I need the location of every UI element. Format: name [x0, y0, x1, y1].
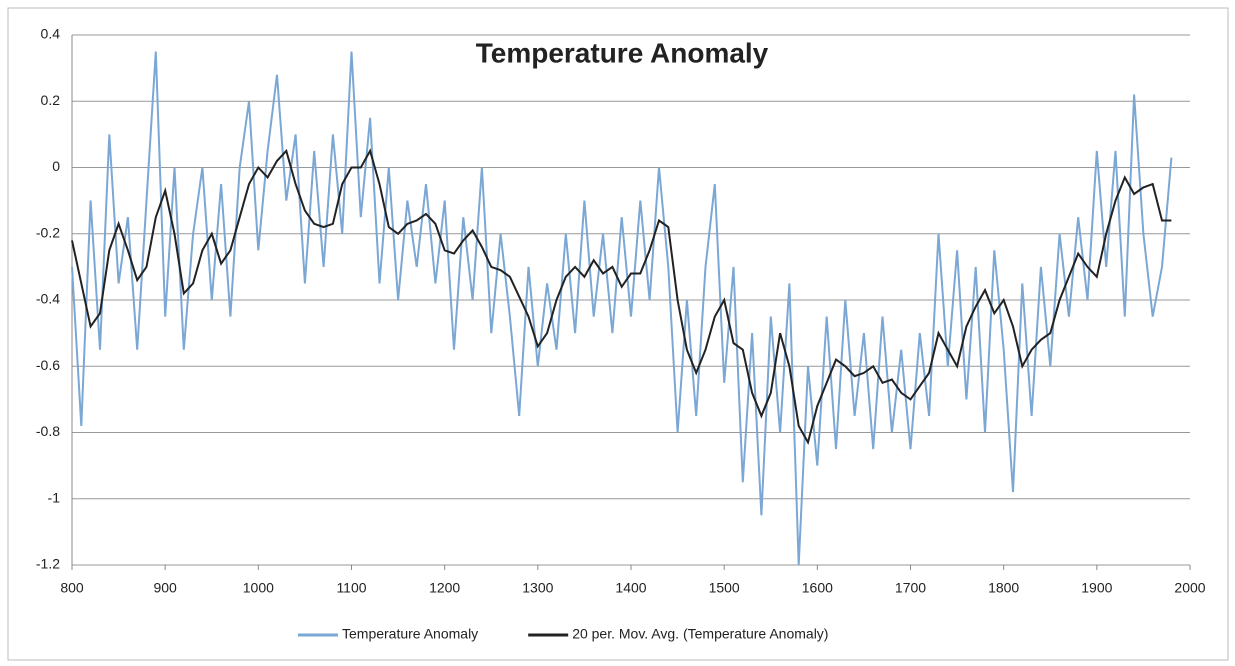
line-series — [71, 148, 1172, 446]
legend-label: 20 per. Mov. Avg. (Temperature Anomaly) — [572, 626, 828, 642]
y-tick-label: -0.8 — [36, 423, 60, 439]
y-tick-label: -0.6 — [36, 357, 60, 373]
y-tick-label: -1 — [48, 489, 61, 505]
y-tick-label: -0.2 — [36, 224, 60, 240]
y-tick-label: 0 — [52, 158, 60, 174]
x-tick-label: 1900 — [1081, 580, 1112, 596]
x-tick-label: 1100 — [336, 580, 366, 596]
x-tick-label: 900 — [153, 580, 177, 596]
x-tick-label: 800 — [60, 580, 84, 596]
y-tick-label: 0.4 — [41, 26, 61, 42]
chart-title: Temperature Anomaly — [476, 37, 769, 68]
line-series — [71, 51, 1173, 566]
y-tick-label: -0.4 — [36, 291, 60, 307]
x-tick-label: 1300 — [522, 580, 553, 596]
chart-frame — [7, 7, 1229, 661]
x-tick-label: 1600 — [802, 580, 833, 596]
x-tick-label: 2000 — [1174, 580, 1205, 596]
y-tick-label: -1.2 — [36, 556, 60, 572]
legend-label: Temperature Anomaly — [342, 626, 478, 642]
x-tick-label: 1000 — [243, 580, 274, 596]
x-tick-label: 1800 — [988, 580, 1019, 596]
x-tick-label: 1500 — [709, 580, 740, 596]
x-tick-label: 1200 — [429, 580, 460, 596]
x-tick-label: 1700 — [895, 580, 926, 596]
y-tick-label: 0.2 — [41, 92, 61, 108]
x-tick-label: 1400 — [615, 580, 646, 596]
